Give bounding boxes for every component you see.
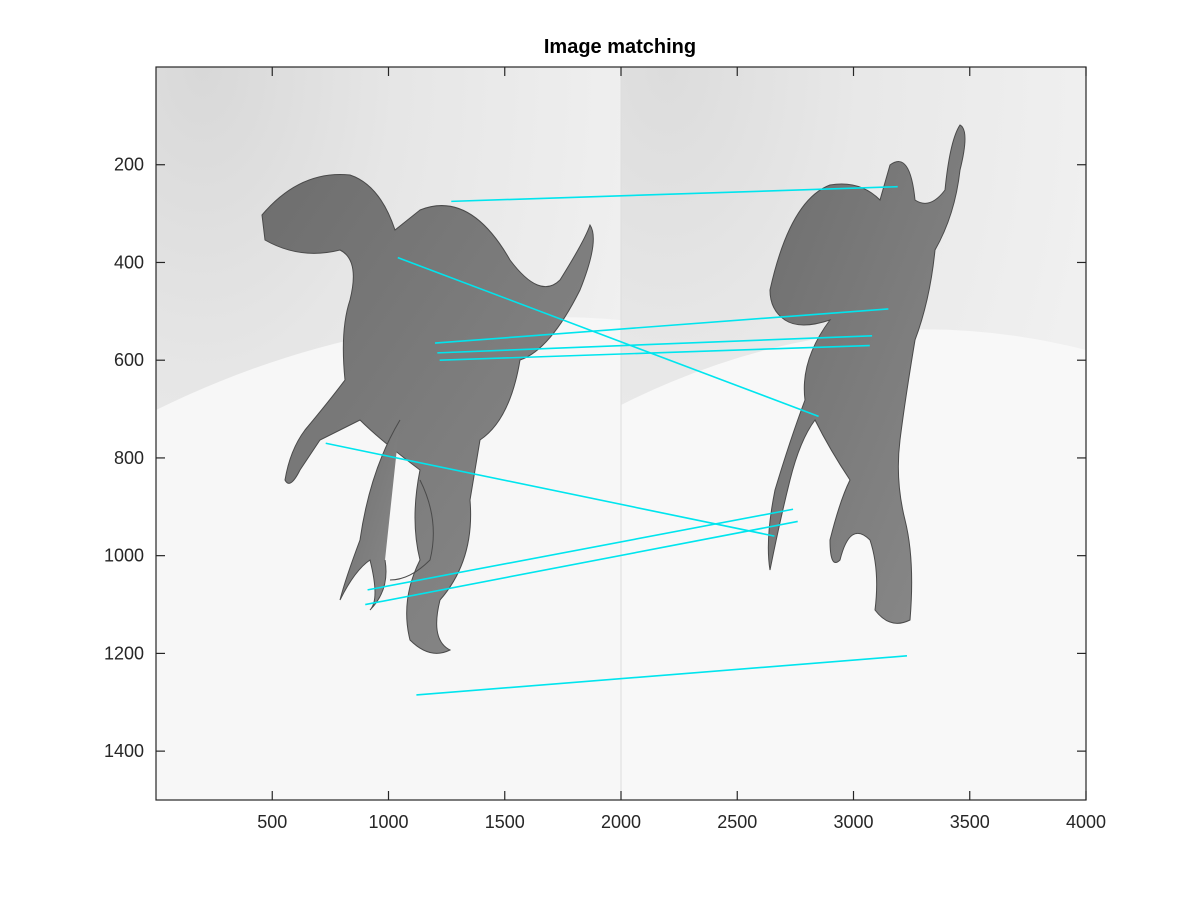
- x-tick-label: 2500: [717, 812, 757, 832]
- match-line-4: [437, 334, 873, 354]
- left-table-surface: [156, 316, 621, 800]
- plot-area: [155, 66, 1087, 801]
- y-tick-label: 200: [114, 155, 144, 175]
- chart-title: Image matching: [544, 36, 696, 58]
- y-tick-label: 600: [114, 350, 144, 370]
- match-line-2: [397, 256, 819, 418]
- y-tick-label: 1400: [104, 741, 144, 761]
- match-line-8: [365, 520, 798, 606]
- matched-image: [156, 67, 1086, 800]
- match-line-5: [439, 344, 870, 361]
- x-tick-label: 3000: [833, 812, 873, 832]
- right-table-surface: [621, 329, 1086, 800]
- match-line-1: [451, 185, 898, 203]
- left-dinosaur-picture: [261, 174, 594, 654]
- y-tick-label: 1200: [104, 643, 144, 663]
- x-tick-label: 3500: [950, 812, 990, 832]
- match-line-7: [367, 508, 794, 591]
- x-axis: 500 1000 1500 2000 2500 3000 3500 4000: [257, 67, 1106, 832]
- y-axis: 200 400 600 800 1000 1200 1400: [104, 155, 1086, 761]
- match-lines: [325, 185, 908, 696]
- match-line-3: [434, 308, 889, 344]
- right-dinosaur-picture: [767, 124, 966, 624]
- x-tick-label: 1000: [368, 812, 408, 832]
- match-line-9: [416, 655, 908, 696]
- match-line-6: [325, 442, 775, 537]
- x-tick-label: 4000: [1066, 812, 1106, 832]
- y-tick-label: 1000: [104, 546, 144, 566]
- y-tick-label: 800: [114, 448, 144, 468]
- x-tick-label: 2000: [601, 812, 641, 832]
- y-tick-label: 400: [114, 252, 144, 272]
- x-tick-label: 500: [257, 812, 287, 832]
- x-tick-label: 1500: [485, 812, 525, 832]
